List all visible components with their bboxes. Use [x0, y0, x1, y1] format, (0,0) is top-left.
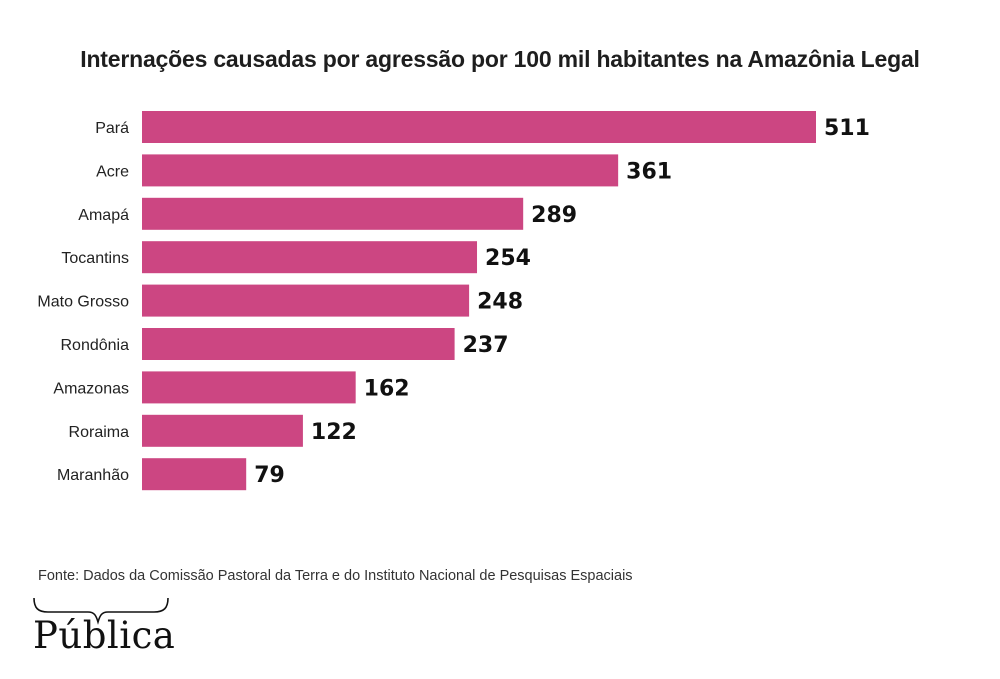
bar — [142, 328, 455, 360]
value-label: 122 — [311, 420, 357, 445]
source-note: Fonte: Dados da Comissão Pastoral da Ter… — [38, 568, 633, 584]
category-label: Maranhão — [57, 467, 129, 484]
speech-brace-icon — [33, 597, 169, 625]
bar — [142, 111, 816, 143]
bar — [142, 414, 303, 447]
category-label: Tocantins — [61, 250, 129, 267]
value-label: 511 — [824, 116, 870, 141]
bar — [142, 284, 470, 317]
bar — [142, 154, 619, 187]
bar — [142, 197, 524, 230]
category-label: Amapá — [78, 207, 129, 224]
chart-title: Internações causadas por agressão por 10… — [80, 46, 920, 72]
category-label: Roraima — [69, 424, 130, 441]
publica-logo: Pública — [30, 596, 175, 666]
bar — [142, 241, 478, 274]
value-label: 248 — [477, 290, 523, 315]
bar — [142, 371, 356, 404]
value-label: 289 — [531, 203, 577, 228]
value-label: 254 — [485, 246, 531, 271]
category-label: Acre — [96, 163, 129, 180]
category-label: Amazonas — [53, 380, 129, 397]
category-label: Mato Grosso — [37, 294, 129, 311]
value-label: 162 — [364, 376, 410, 401]
value-label: 237 — [463, 333, 509, 358]
category-label: Rondônia — [61, 337, 130, 354]
logo-text: Pública — [33, 614, 176, 657]
value-label: 361 — [626, 159, 672, 184]
bar — [142, 458, 247, 491]
value-label: 79 — [254, 463, 285, 488]
category-label: Pará — [95, 120, 129, 137]
